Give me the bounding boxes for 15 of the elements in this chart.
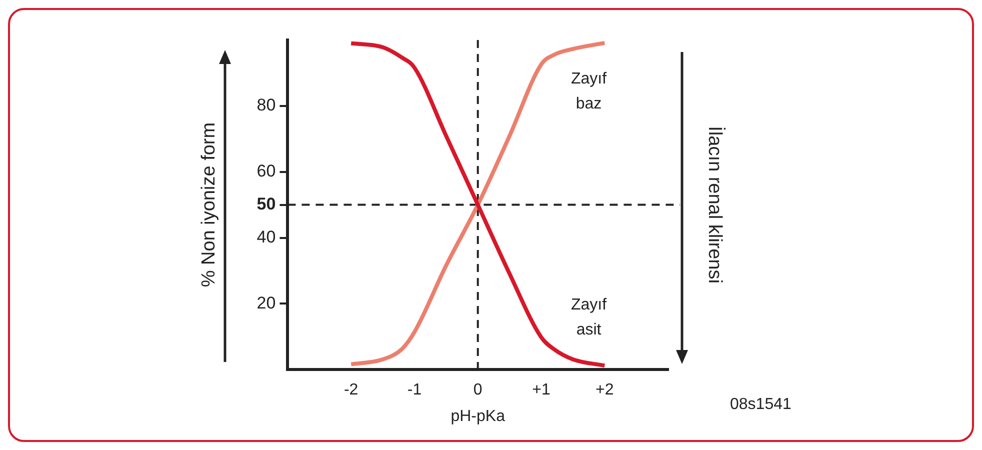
- y-tick-label: 50: [256, 194, 276, 214]
- y-axis-title: % Non iyonize form: [198, 122, 220, 288]
- x-tick-label: -1: [407, 382, 422, 399]
- series-label: Zayıf baz: [570, 70, 608, 112]
- x-tick-label: 0: [473, 382, 482, 399]
- y-tick-label: 20: [256, 293, 276, 312]
- x-tick-label: +2: [595, 382, 614, 399]
- x-axis-title: pH-pKa: [450, 408, 506, 425]
- text: 08s1541: [730, 396, 792, 414]
- y2-axis-title: İlacın renal klirensi: [704, 126, 726, 284]
- y-tick-label: 60: [256, 162, 276, 181]
- y-tick-label: 40: [256, 227, 276, 246]
- y-tick-label: 80: [256, 96, 276, 115]
- x-tick-label: +1: [532, 382, 550, 399]
- x-tick-label: -2: [344, 382, 358, 399]
